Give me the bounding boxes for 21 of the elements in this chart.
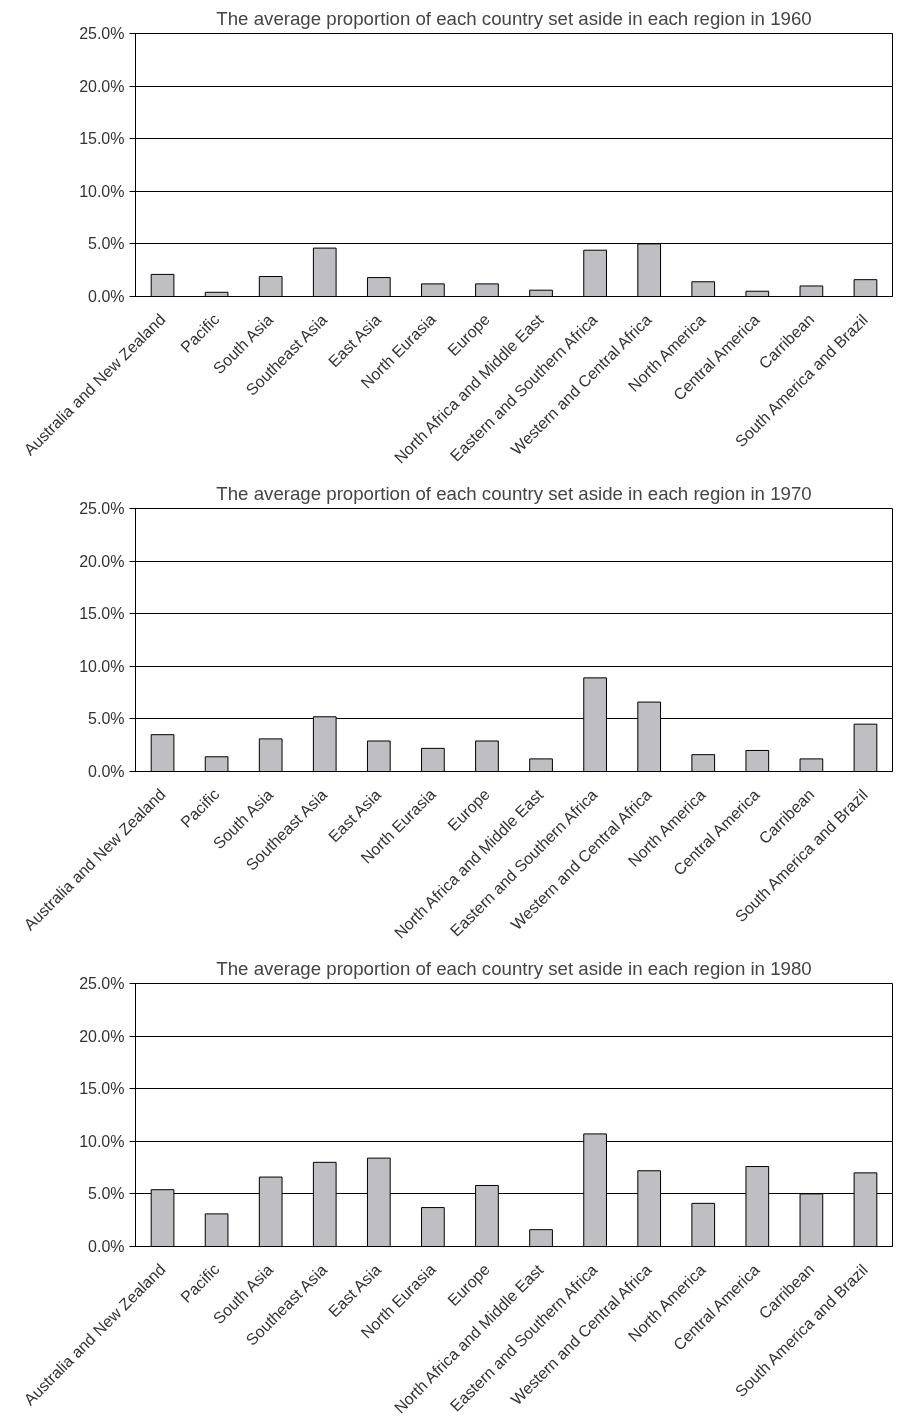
y-tick-label: 10.0% <box>79 1132 125 1150</box>
y-tick-label: 20.0% <box>79 552 125 570</box>
y-tick-label: 20.0% <box>79 1027 125 1045</box>
y-tick-label: 10.0% <box>79 657 125 675</box>
y-tick-label: 0.0% <box>88 763 125 780</box>
y-tick-label: 20.0% <box>79 77 125 95</box>
chart-title: The average proportion of each country set aside in each region in 1970 <box>216 482 812 504</box>
y-tick-label: 0.0% <box>88 1238 125 1255</box>
chart-title: The average proportion of each country set aside in each region in 1960 <box>216 7 812 29</box>
y-tick-label: 0.0% <box>88 288 125 305</box>
y-tick-label: 15.0% <box>79 130 125 148</box>
chart-title: The average proportion of each country set aside in each region in 1980 <box>216 957 812 979</box>
y-tick-label: 25.0% <box>79 500 125 517</box>
y-tick-label: 15.0% <box>79 605 125 623</box>
y-tick-label: 5.0% <box>88 235 125 253</box>
y-tick-label: 25.0% <box>79 25 125 42</box>
y-tick-label: 5.0% <box>88 1185 125 1203</box>
y-tick-label: 5.0% <box>88 710 125 728</box>
y-tick-label: 10.0% <box>79 182 125 200</box>
y-tick-label: 25.0% <box>79 975 125 992</box>
y-tick-label: 15.0% <box>79 1080 125 1098</box>
